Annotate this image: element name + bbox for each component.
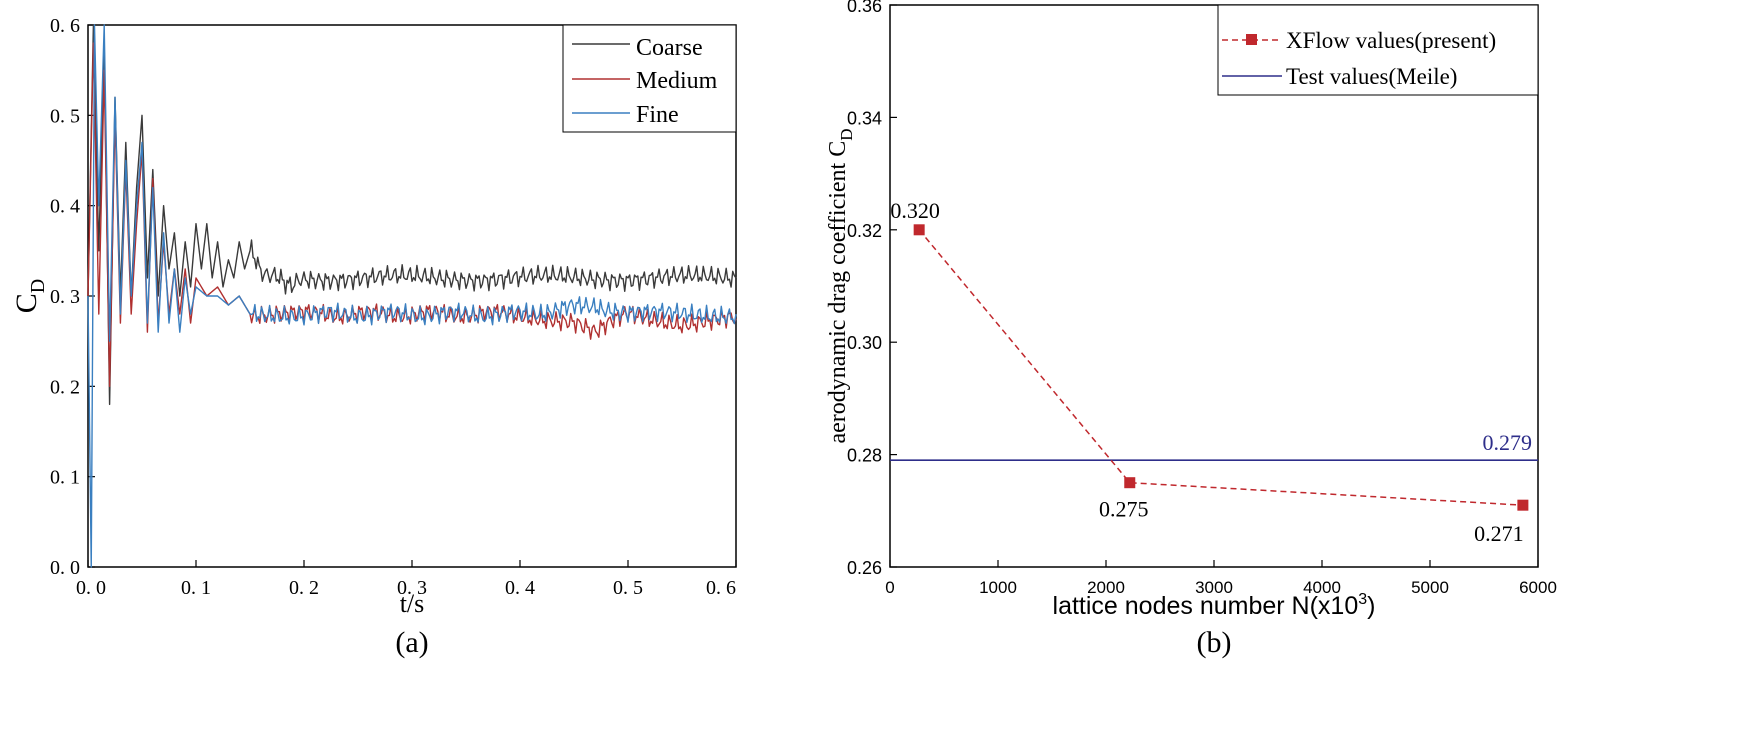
- x-tick-label: 1000: [979, 578, 1017, 597]
- y-tick-label: 0.34: [847, 108, 882, 128]
- x-tick-label: 0. 4: [505, 577, 535, 599]
- x-tick-label: 0. 6: [706, 577, 736, 599]
- panel-b: 0 1000 2000 3000 4000 5000 6000 0.26 0.28 0.30 0.3…: [825, 0, 1557, 659]
- panel-b-xlabel-sup: 3: [1358, 591, 1367, 608]
- y-tick-label: 0. 1: [50, 467, 80, 489]
- panel-b-ylabel-main: aerodynamic drag coefficient C: [825, 141, 851, 444]
- panel-b-xlabel-main: lattice nodes number N(x10: [1053, 592, 1359, 620]
- x-tick-label: 0. 5: [613, 577, 643, 599]
- xflow-point-label: 0.275: [1099, 497, 1149, 522]
- x-tick-label: 0. 1: [181, 577, 211, 599]
- x-tick-label: 6000: [1519, 578, 1557, 597]
- series-line-fine: [87, 24, 737, 568]
- test-value-label: 0.279: [1483, 430, 1533, 455]
- panel-b-series: 0.279 0.320 0.275 0.271: [890, 198, 1538, 546]
- y-tick-label: 0. 2: [50, 376, 80, 398]
- y-tick-label: 0.32: [847, 221, 882, 241]
- panel-a-ylabel-main: C: [10, 293, 43, 313]
- x-tick-label: 0. 0: [76, 577, 106, 599]
- x-tick-label: 0: [885, 578, 894, 597]
- legend-label-coarse: Coarse: [636, 35, 703, 61]
- panel-a-ylabel-sub: D: [27, 279, 49, 293]
- panel-b-ylabel: aerodynamic drag coefficient CD: [825, 128, 856, 443]
- y-tick-label: 0.30: [847, 333, 882, 353]
- panel-b-ticks: 0 1000 2000 3000 4000 5000 6000 0.26 0.28 0.30 0.3…: [847, 0, 1557, 597]
- xflow-point-label: 0.320: [890, 198, 940, 223]
- xflow-point: [1124, 477, 1136, 489]
- series-line-coarse: [87, 24, 737, 406]
- panel-a: 0. 0 0. 1 0. 2 0. 3 0. 4 0. 5 0. 6 0. 0 0. 1 0. 2…: [10, 15, 737, 659]
- x-tick-label: 0. 3: [397, 577, 427, 599]
- y-tick-label: 0.36: [847, 0, 882, 16]
- svg-text:CD: CD: [10, 279, 49, 313]
- panel-b-ylabel-sub: D: [837, 128, 856, 140]
- x-tick-label: 5000: [1411, 578, 1449, 597]
- y-tick-label: 0.28: [847, 446, 882, 466]
- y-tick-label: 0. 0: [50, 557, 80, 579]
- xflow-point: [1517, 499, 1529, 511]
- panel-a-xlabel: t/s: [400, 589, 425, 618]
- panel-a-legend: Coarse Medium Fine: [562, 24, 737, 133]
- x-tick-label: 4000: [1303, 578, 1341, 597]
- legend-marker-xflow: [1246, 34, 1257, 45]
- panel-a-panel-label: (a): [395, 626, 428, 659]
- legend-label-test: Test values(Meile): [1286, 64, 1457, 89]
- xflow-values-line: [918, 229, 1523, 506]
- panel-a-series: [87, 24, 737, 568]
- y-tick-label: 0. 6: [50, 15, 80, 37]
- panel-b-legend-box: [1217, 4, 1539, 96]
- panel-b-panel-label: (b): [1197, 626, 1232, 659]
- y-tick-label: 0.26: [847, 558, 882, 578]
- panel-a-ticks: 0. 0 0. 1 0. 2 0. 3 0. 4 0. 5 0. 6 0. 0 0. 1 0. 2…: [50, 15, 737, 599]
- legend-label-medium: Medium: [636, 68, 718, 94]
- x-tick-label: 3000: [1195, 578, 1233, 597]
- x-tick-label: 0. 2: [289, 577, 319, 599]
- y-tick-label: 0. 5: [50, 105, 80, 127]
- legend-label-xflow: XFlow values(present): [1286, 28, 1496, 53]
- panel-b-xlabel-end: ): [1367, 592, 1375, 620]
- y-tick-label: 0. 4: [50, 196, 80, 218]
- panel-a-ylabel: CD: [10, 279, 49, 313]
- panel-b-xlabel: lattice nodes number N(x103): [1053, 591, 1376, 620]
- y-tick-label: 0. 3: [50, 286, 80, 308]
- svg-text:aerodynamic drag coefficient C: aerodynamic drag coefficient CD: [825, 128, 856, 443]
- legend-label-fine: Fine: [636, 102, 679, 128]
- x-tick-label: 2000: [1087, 578, 1125, 597]
- xflow-point: [913, 224, 925, 236]
- panel-b-legend: XFlow values(present) Test values(Meile): [1217, 4, 1539, 96]
- xflow-point-label: 0.271: [1474, 521, 1524, 546]
